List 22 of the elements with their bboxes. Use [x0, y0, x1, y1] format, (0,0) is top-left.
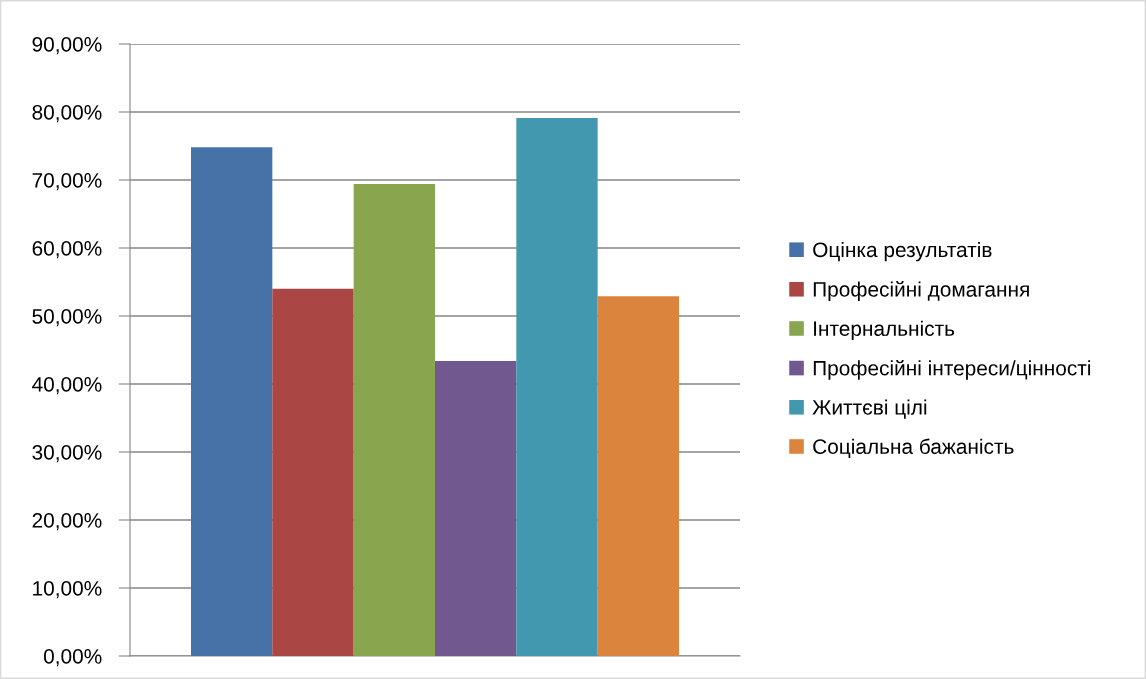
- bar: [191, 147, 273, 656]
- y-tick-label: 80,00%: [32, 105, 102, 123]
- bar: [597, 296, 679, 656]
- y-tick-label: 0,00%: [43, 649, 102, 667]
- y-tick-label: 90,00%: [32, 37, 102, 55]
- bar: [272, 288, 354, 656]
- y-tick-label: 50,00%: [32, 309, 102, 327]
- legend-label: Життєві цілі: [812, 399, 927, 419]
- legend-label: Оцінка результатів: [813, 241, 992, 262]
- bar: [516, 118, 598, 656]
- y-tick-label: 20,00%: [32, 513, 102, 531]
- y-tick-label: 60,00%: [32, 241, 102, 259]
- legend-label: Професійні домагання: [813, 281, 1029, 301]
- legend-label: Професійні інтереси/цінності: [813, 359, 1091, 380]
- legend-label: Інтернальність: [814, 320, 955, 341]
- y-tick-label: 10,00%: [33, 581, 102, 599]
- y-tick-label: 70,00%: [32, 173, 102, 191]
- legend-label: Соціальна бажаність: [813, 438, 1014, 458]
- y-tick-label: 40,00%: [32, 377, 102, 395]
- bar: [353, 184, 435, 656]
- bar: [435, 360, 517, 656]
- y-tick-label: 30,00%: [32, 445, 102, 463]
